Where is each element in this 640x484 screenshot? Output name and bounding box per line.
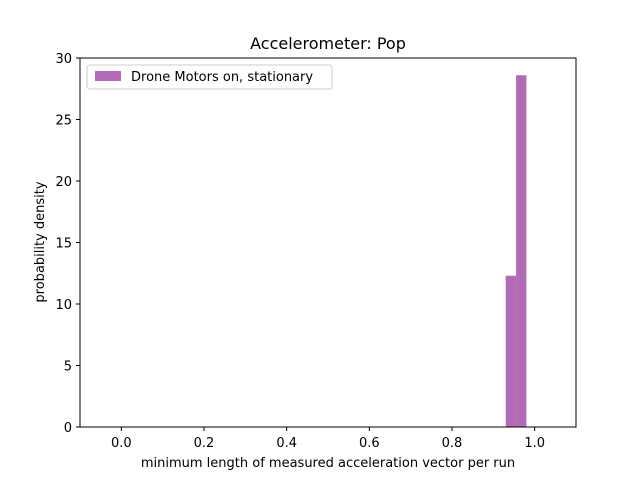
y-tick-label: 15 (55, 237, 72, 252)
x-axis-label: minimum length of measured acceleration … (141, 456, 515, 471)
x-tick-label: 0.4 (276, 436, 297, 451)
x-tick-label: 1.0 (524, 436, 545, 451)
legend-label: Drone Motors on, stationary (131, 70, 313, 85)
x-axis-ticks: 0.0 0.2 0.4 0.8 1.0 0.6 (111, 427, 545, 451)
y-axis-ticks: 0 5 10 15 20 25 30 (55, 52, 80, 436)
histogram-bar (505, 275, 517, 427)
histogram-bar (516, 75, 527, 427)
x-tick-label: 0.8 (442, 436, 463, 451)
bars-group (505, 75, 527, 427)
y-tick-label: 20 (55, 175, 72, 190)
y-tick-label: 0 (64, 421, 72, 436)
x-tick-label: 0.2 (194, 436, 215, 451)
y-axis-label: probability density (33, 181, 48, 302)
y-tick-label: 5 (64, 360, 72, 375)
legend: Drone Motors on, stationary (86, 64, 333, 90)
y-tick-label: 10 (55, 298, 72, 313)
plot-frame (79, 57, 577, 428)
chart-title: Accelerometer: Pop (250, 34, 406, 53)
x-tick-label: 0.0 (111, 436, 132, 451)
x-tick-label: 0.6 (359, 436, 380, 451)
y-tick-label: 30 (55, 52, 72, 67)
legend-swatch (95, 71, 121, 81)
y-tick-label: 25 (55, 114, 72, 129)
legend-box (86, 64, 333, 90)
